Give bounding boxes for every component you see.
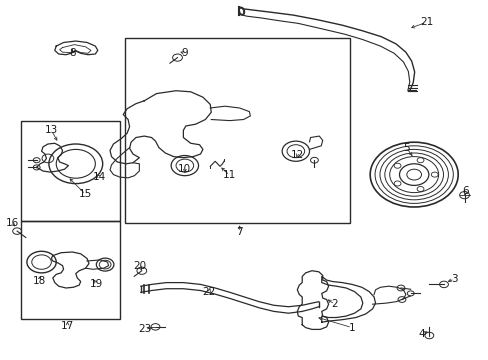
Text: 5: 5 xyxy=(403,143,409,153)
Text: 18: 18 xyxy=(32,276,46,286)
Text: 14: 14 xyxy=(92,172,106,182)
Text: 13: 13 xyxy=(44,125,58,135)
Text: 2: 2 xyxy=(331,299,338,309)
Bar xyxy=(124,38,349,223)
Text: 16: 16 xyxy=(5,218,19,228)
Text: 15: 15 xyxy=(79,189,92,199)
Text: 9: 9 xyxy=(181,48,188,58)
Text: 21: 21 xyxy=(419,17,432,27)
Text: 23: 23 xyxy=(138,324,151,334)
Text: 4: 4 xyxy=(417,329,424,339)
Text: 1: 1 xyxy=(348,323,355,333)
Text: 10: 10 xyxy=(178,164,191,174)
Bar xyxy=(20,121,120,221)
Bar xyxy=(20,221,120,319)
Text: 22: 22 xyxy=(202,287,215,297)
Text: 3: 3 xyxy=(450,274,457,284)
Text: 12: 12 xyxy=(290,150,304,160)
Text: 17: 17 xyxy=(61,321,74,331)
Text: 20: 20 xyxy=(133,261,146,271)
Text: 6: 6 xyxy=(461,186,468,196)
Text: 8: 8 xyxy=(69,48,76,58)
Text: 19: 19 xyxy=(90,279,103,289)
Text: 7: 7 xyxy=(236,227,243,237)
Text: 11: 11 xyxy=(223,170,236,180)
